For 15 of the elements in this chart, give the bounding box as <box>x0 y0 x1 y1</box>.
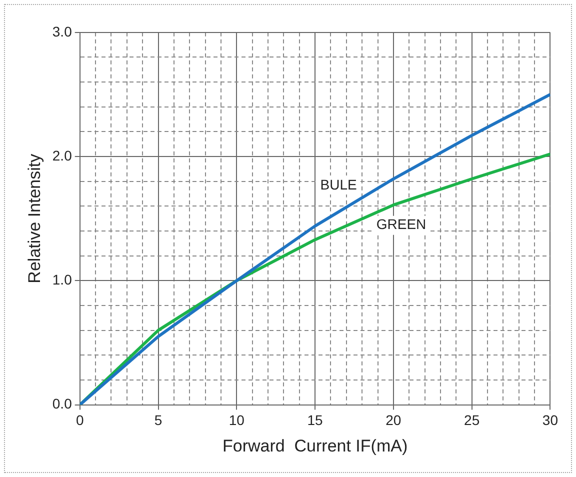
y-tick-label: 2.0 <box>52 147 72 164</box>
series-label: GREEN <box>376 216 426 232</box>
x-tick-label: 5 <box>154 412 162 428</box>
x-tick-label: 10 <box>228 412 245 428</box>
x-tick-label: 0 <box>76 412 84 428</box>
x-axis-title: Forward Current IF(mA) <box>222 436 408 456</box>
y-axis-title: Relative Intensity <box>24 153 44 284</box>
x-tick-label: 15 <box>307 412 324 428</box>
y-tick-label: 1.0 <box>52 272 72 288</box>
x-tick-label: 25 <box>464 412 480 428</box>
y-tick-label: 0.0 <box>52 396 72 412</box>
x-tick-label: 30 <box>542 412 558 428</box>
x-tick-label: 20 <box>386 412 402 428</box>
series-label: BULE <box>320 176 357 192</box>
y-tick-label: 3.0 <box>52 23 72 40</box>
